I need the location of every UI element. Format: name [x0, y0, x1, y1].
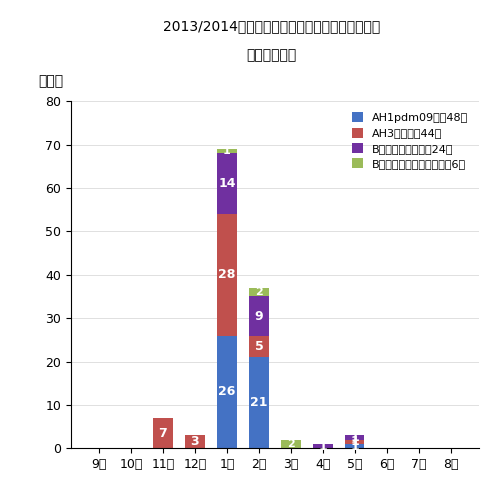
- Bar: [313, 444, 332, 448]
- Bar: [185, 435, 205, 448]
- Bar: [345, 435, 365, 440]
- Bar: [249, 357, 269, 448]
- Bar: [249, 288, 269, 296]
- Text: 5: 5: [254, 340, 263, 353]
- Text: 1: 1: [351, 435, 359, 448]
- Text: 14: 14: [218, 177, 236, 190]
- Text: 1: 1: [319, 440, 328, 452]
- Bar: [154, 418, 172, 448]
- Text: 26: 26: [218, 385, 236, 399]
- Bar: [249, 296, 269, 335]
- Bar: [217, 214, 237, 335]
- Bar: [217, 335, 237, 448]
- Bar: [281, 440, 300, 448]
- Text: 2: 2: [255, 287, 263, 297]
- Text: 9: 9: [254, 310, 263, 323]
- Text: 1: 1: [223, 146, 231, 156]
- Text: 7: 7: [159, 427, 167, 440]
- Bar: [217, 149, 237, 154]
- Bar: [345, 440, 365, 444]
- Text: 2: 2: [287, 439, 295, 449]
- Text: 3: 3: [191, 435, 199, 448]
- Bar: [345, 444, 365, 448]
- Text: 月別検出状況: 月別検出状況: [247, 49, 297, 63]
- Text: 1: 1: [351, 431, 359, 444]
- Text: （株）: （株）: [39, 74, 64, 88]
- Text: 28: 28: [218, 268, 236, 281]
- Text: 21: 21: [250, 396, 268, 409]
- Bar: [217, 154, 237, 214]
- Text: 2013/2014年シーズン　インフルエンザウイルス: 2013/2014年シーズン インフルエンザウイルス: [163, 19, 380, 34]
- Legend: AH1pdm09型　48株, AH3型　　　44株, B型（山形系統）　24株, B型（ビクトリア系統）　6株: AH1pdm09型 48株, AH3型 44株, B型（山形系統） 24株, B…: [346, 107, 473, 174]
- Text: 1: 1: [351, 440, 359, 452]
- Bar: [249, 335, 269, 357]
